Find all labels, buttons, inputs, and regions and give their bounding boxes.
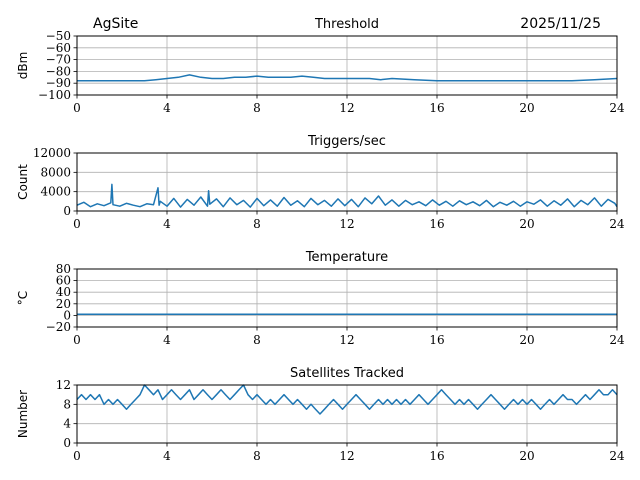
y-tick-label: −80: [46, 64, 71, 78]
y-tick-label: −50: [46, 29, 71, 43]
y-tick-label: 0: [63, 204, 71, 218]
x-tick-label: 12: [339, 333, 354, 347]
panel-4: 0 4 8 12 16 20 24 0 4 8 12 Satellites Tracked Number: [16, 366, 625, 463]
y-tick-label: 4000: [40, 185, 71, 199]
x-tick-label: 24: [609, 333, 625, 347]
panel-1: 0 4 8 12 16 20 24 −100−90−80−70−60−50 Threshold d…: [16, 17, 625, 115]
x-tick-label: 8: [253, 101, 261, 115]
y-tick-label: 0: [63, 436, 71, 450]
panel-title: Threshold: [314, 17, 379, 32]
panel-title: Temperature: [305, 250, 388, 265]
panel-title: Triggers/sec: [307, 134, 386, 149]
y-tick-label: −60: [46, 41, 71, 55]
y-tick-label: −100: [38, 88, 71, 102]
x-tick-label: 24: [609, 449, 625, 463]
x-tick-label: 8: [253, 217, 261, 231]
x-tick-label: 16: [429, 333, 444, 347]
panel-2: 0 4 8 12 16 20 24 0 4000 8000 12000 Triggers/sec Cou…: [16, 134, 625, 231]
series-line-1: [76, 384, 618, 415]
plots: 0 4 8 12 16 20 24 −100−90−80−70−60−50 Threshold d…: [16, 17, 625, 463]
y-tick-label: 0: [63, 308, 71, 322]
y-tick-label: 12: [56, 378, 71, 392]
date-label: 2025/11/25: [520, 16, 601, 32]
x-tick-label: 4: [163, 449, 171, 463]
y-tick-label: −90: [46, 76, 71, 90]
x-tick-label: 12: [339, 101, 354, 115]
x-tick-label: 0: [73, 333, 81, 347]
x-tick-label: 4: [163, 333, 171, 347]
x-tick-label: 16: [429, 217, 444, 231]
y-tick-label: 40: [56, 285, 71, 299]
series-line-1: [77, 74, 618, 82]
x-tick-label: 20: [519, 217, 534, 231]
y-tick-label: −70: [46, 53, 71, 67]
x-tick-label: 24: [609, 101, 625, 115]
panel-title: Satellites Tracked: [290, 366, 404, 381]
y-axis-label: dBm: [16, 52, 30, 80]
y-tick-label: 8000: [40, 165, 71, 179]
x-tick-label: 12: [339, 449, 354, 463]
series-line-1: [76, 183, 618, 208]
x-tick-label: 0: [73, 101, 81, 115]
x-tick-label: 20: [519, 449, 534, 463]
x-tick-label: 4: [163, 101, 171, 115]
x-tick-label: 16: [429, 101, 444, 115]
y-axis-label: °C: [16, 291, 30, 305]
x-tick-label: 0: [73, 217, 81, 231]
x-tick-label: 4: [163, 217, 171, 231]
y-tick-label: 8: [63, 397, 71, 411]
y-axis-label: Count: [16, 164, 30, 200]
y-axis-label: Number: [16, 390, 30, 438]
x-tick-label: 8: [253, 333, 261, 347]
x-tick-label: 12: [339, 217, 354, 231]
y-tick-label: 20: [56, 297, 71, 311]
x-tick-label: 16: [429, 449, 444, 463]
x-tick-label: 0: [73, 449, 81, 463]
y-tick-label: 12000: [33, 146, 71, 160]
x-tick-label: 8: [253, 449, 261, 463]
y-tick-label: 80: [56, 262, 71, 276]
y-tick-label: 4: [63, 417, 71, 431]
x-tick-label: 24: [609, 217, 625, 231]
site-name: AgSite: [93, 16, 138, 32]
y-tick-label: −20: [46, 320, 71, 334]
x-tick-label: 20: [519, 333, 534, 347]
x-tick-label: 20: [519, 101, 534, 115]
y-tick-label: 60: [56, 274, 71, 288]
